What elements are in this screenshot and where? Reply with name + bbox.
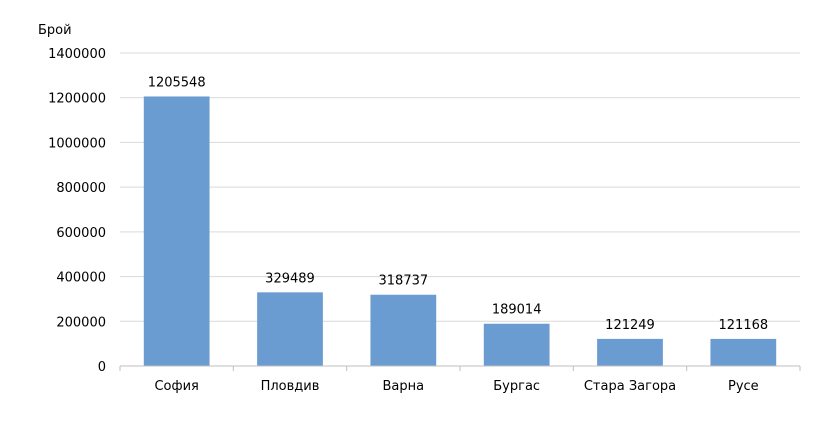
data-label: 318737: [379, 274, 429, 289]
data-labels: 1205548 329489 318737 189014 121249 121168: [148, 75, 768, 332]
data-label: 1205548: [148, 75, 206, 90]
bar: [483, 323, 550, 366]
bar: [143, 96, 210, 367]
y-tick-label: 400000: [56, 271, 106, 286]
x-tick-label: Стара Загора: [584, 379, 676, 394]
x-tick-label: София: [154, 379, 198, 394]
x-tick-label: Пловдив: [261, 379, 320, 394]
bars: [143, 96, 777, 367]
gridlines: [120, 52, 800, 322]
y-tick-label: 1000000: [48, 136, 106, 151]
data-label: 121249: [605, 318, 655, 333]
y-tick-label: 200000: [56, 315, 106, 330]
x-axis: София Пловдив Варна Бургас Стара Загора Русе: [119, 365, 801, 394]
data-label: 189014: [492, 303, 542, 318]
bar: [710, 338, 777, 366]
bar: [257, 292, 323, 366]
x-tick-label: Бургас: [493, 379, 540, 394]
x-tick-label: Русе: [728, 379, 759, 394]
data-label: 121168: [719, 318, 769, 333]
y-axis-title: Брой: [38, 23, 72, 38]
y-tick-label: 1200000: [48, 92, 106, 107]
y-tick-label: 600000: [56, 226, 106, 241]
y-tick-label: 1400000: [48, 47, 106, 62]
y-tick-label: 800000: [56, 181, 106, 196]
data-label: 329489: [265, 271, 315, 286]
y-tick-label: 0: [98, 360, 106, 375]
bar: [597, 338, 663, 366]
x-tick-label: Варна: [383, 379, 425, 394]
bar: [370, 294, 437, 366]
y-axis-ticks: 0 200000 400000 600000 800000 1000000 1200000 1…: [48, 47, 106, 375]
